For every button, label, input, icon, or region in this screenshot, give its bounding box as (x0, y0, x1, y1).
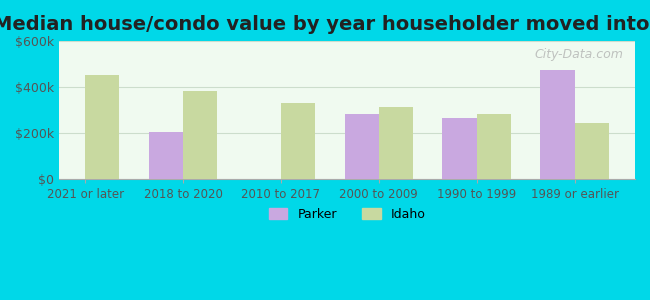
Bar (379, 107, 413, 179)
Bar (344, 114, 379, 179)
Title: Median house/condo value by year householder moved into unit: Median house/condo value by year househo… (0, 15, 650, 34)
Bar (149, 132, 183, 179)
Legend: Parker, Idaho: Parker, Idaho (263, 203, 430, 226)
Bar (85, 74, 120, 179)
Bar (443, 118, 476, 179)
Bar (575, 123, 609, 179)
Bar (281, 103, 315, 179)
Bar (540, 70, 575, 179)
Bar (183, 91, 217, 179)
Text: City-Data.com: City-Data.com (534, 48, 623, 61)
Bar (476, 114, 511, 179)
